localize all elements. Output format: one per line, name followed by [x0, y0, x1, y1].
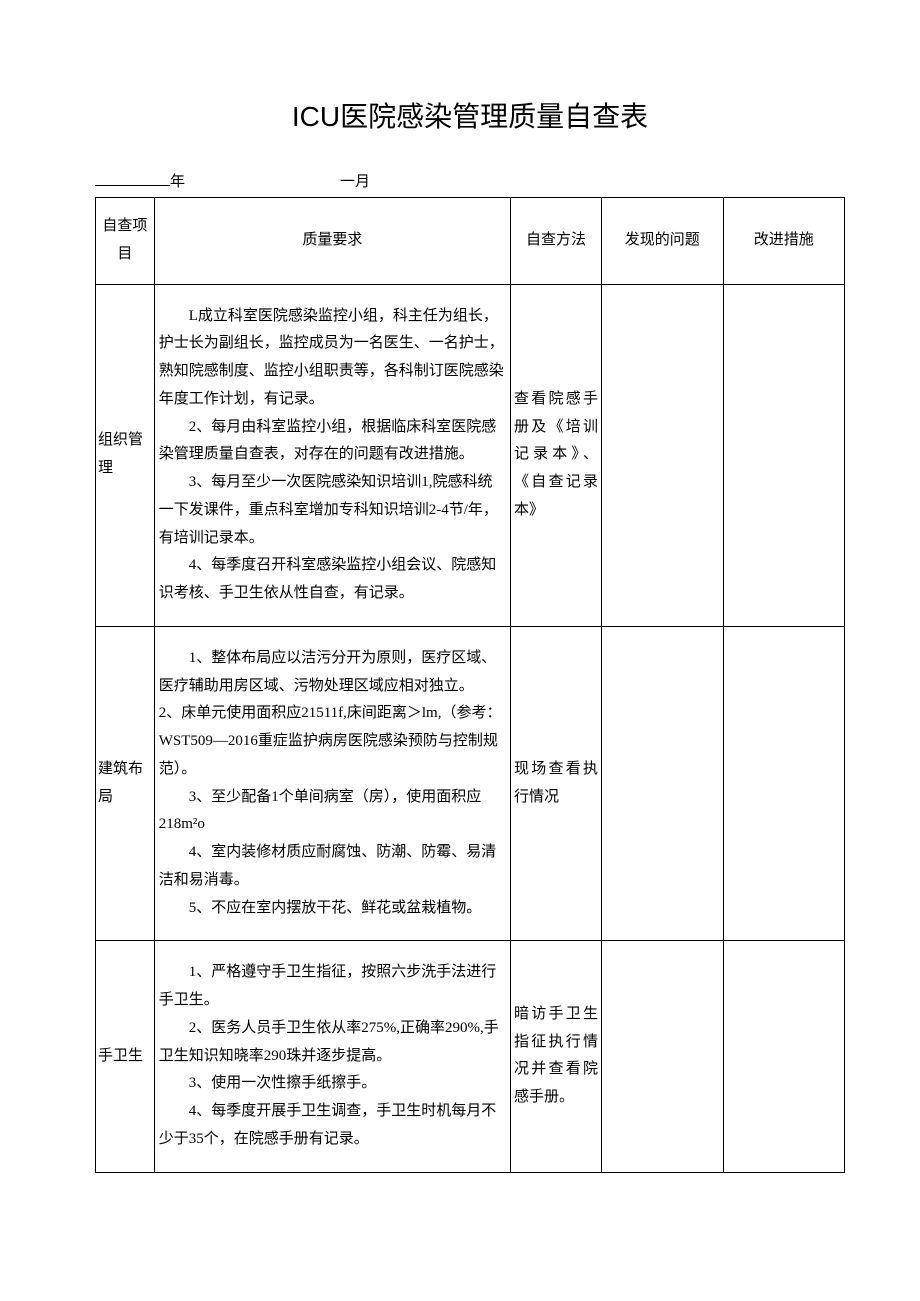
row-method: 查看院感手册及《培训记录本》、《自查记录本》: [510, 284, 601, 626]
table-row: 组织管理 L成立科室医院感染监控小组，科主任为组长，护士长为副组长，监控成员为一…: [96, 284, 845, 626]
row-requirement: L成立科室医院感染监控小组，科主任为组长，护士长为副组长，监控成员为一名医生、一…: [154, 284, 510, 626]
req-line: 1、整体布局应以洁污分开为原则，医疗区域、医疗辅助用房区域、污物处理区域应相对独…: [159, 645, 506, 701]
row-item: 手卫生: [96, 941, 155, 1172]
row-improve: [723, 941, 844, 1172]
row-method: 暗访手卫生指征执行情况并查看院感手册。: [510, 941, 601, 1172]
req-line: 1、严格遵守手卫生指征，按照六步洗手法进行手卫生。: [159, 959, 506, 1015]
year-blank: [95, 171, 170, 186]
req-line: 5、不应在室内摆放干花、鲜花或盆栽植物。: [159, 895, 506, 923]
req-line: L成立科室医院感染监控小组，科主任为组长，护士长为副组长，监控成员为一名医生、一…: [159, 303, 506, 414]
header-problem: 发现的问题: [602, 198, 723, 285]
req-line: 4、每季度开展手卫生调查，手卫生时机每月不少于35个，在院感手册有记录。: [159, 1098, 506, 1154]
req-line: 3、使用一次性擦手纸擦手。: [159, 1070, 506, 1098]
row-requirement: 1、严格遵守手卫生指征，按照六步洗手法进行手卫生。 2、医务人员手卫生依从率27…: [154, 941, 510, 1172]
row-problem: [602, 284, 723, 626]
req-line: 3、每月至少一次医院感染知识培训1,院感科统一下发课件，重点科室增加专科知识培训…: [159, 469, 506, 552]
header-item: 自查项目: [96, 198, 155, 285]
table-row: 手卫生 1、严格遵守手卫生指征，按照六步洗手法进行手卫生。 2、医务人员手卫生依…: [96, 941, 845, 1172]
row-method: 现场查看执行情况: [510, 626, 601, 941]
row-improve: [723, 626, 844, 941]
table-row: 建筑布局 1、整体布局应以洁污分开为原则，医疗区域、医疗辅助用房区域、污物处理区…: [96, 626, 845, 941]
req-line: 4、每季度召开科室感染监控小组会议、院感知识考核、手卫生依从性自查，有记录。: [159, 552, 506, 608]
req-line: 2、每月由科室监控小组，根据临床科室医院感染管理质量自查表，对存在的问题有改进措…: [159, 414, 506, 470]
row-item: 建筑布局: [96, 626, 155, 941]
date-line: 年 一月: [95, 170, 845, 191]
req-line: 2、床单元使用面积应21511f,床间距离＞lm,（参考：WST509—2016…: [159, 705, 502, 777]
row-problem: [602, 626, 723, 941]
row-improve: [723, 284, 844, 626]
req-line: 3、至少配备1个单间病室（房），使用面积应218m²o: [159, 784, 506, 840]
year-label: 年: [170, 170, 185, 191]
header-improve: 改进措施: [723, 198, 844, 285]
row-requirement: 1、整体布局应以洁污分开为原则，医疗区域、医疗辅助用房区域、污物处理区域应相对独…: [154, 626, 510, 941]
req-line: 4、室内装修材质应耐腐蚀、防潮、防霉、易清洁和易消毒。: [159, 839, 506, 895]
header-requirement: 质量要求: [154, 198, 510, 285]
month-label: 一月: [340, 170, 370, 191]
page-title: ICU医院感染管理质量自查表: [95, 95, 845, 135]
row-item: 组织管理: [96, 284, 155, 626]
row-problem: [602, 941, 723, 1172]
req-line: 2、医务人员手卫生依从率275%,正确率290%,手卫生知识知晓率290珠并逐步…: [159, 1015, 506, 1071]
inspection-table: 自查项目 质量要求 自查方法 发现的问题 改进措施 组织管理 L成立科室医院感染…: [95, 197, 845, 1173]
table-header-row: 自查项目 质量要求 自查方法 发现的问题 改进措施: [96, 198, 845, 285]
header-method: 自查方法: [510, 198, 601, 285]
